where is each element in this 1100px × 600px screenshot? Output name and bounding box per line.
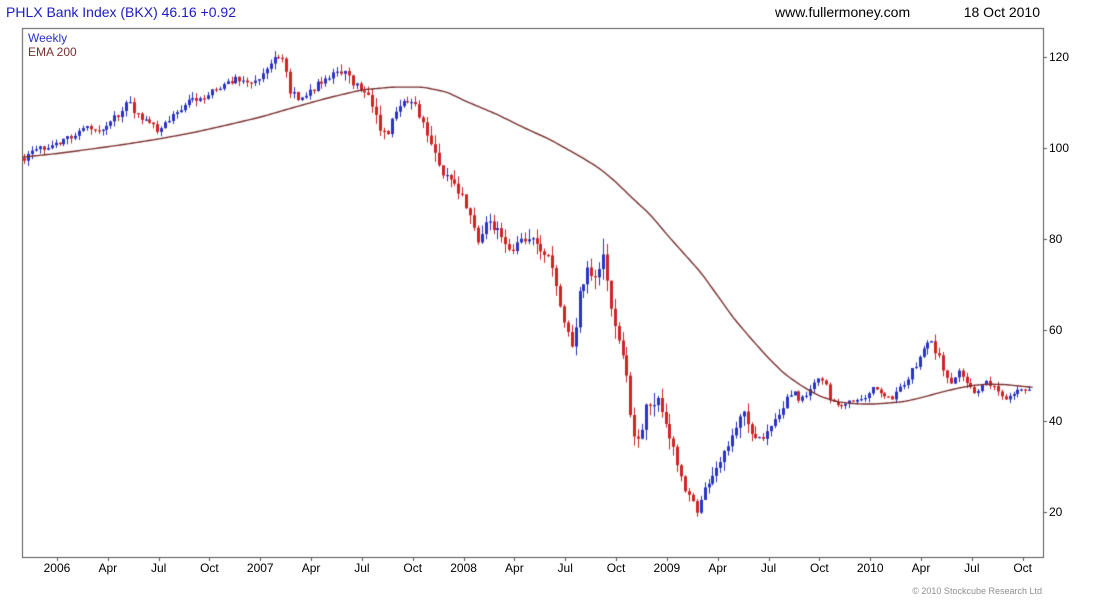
x-axis-tick-label: Apr (301, 561, 321, 575)
y-axis-tick-label: 80 (1049, 232, 1063, 247)
website-url: www.fullermoney.com (775, 4, 911, 20)
chart-date: 18 Oct 2010 (963, 4, 1040, 20)
x-axis-tick-label: Oct (810, 561, 829, 575)
x-axis-tick-label: 2008 (450, 561, 477, 575)
x-axis-tick-label: Oct (403, 561, 423, 575)
x-axis-tick-label: Apr (98, 561, 118, 575)
legend-interval-label: Weekly (28, 31, 68, 45)
x-axis-tick-label: 2009 (653, 561, 681, 575)
x-axis-tick-label: Jul (150, 561, 167, 575)
x-axis-tick-label: 2006 (43, 561, 71, 575)
x-axis-tick-label: Jul (354, 561, 370, 575)
x-axis-tick-label: Jul (964, 561, 980, 575)
x-axis-tick-label: Jul (557, 561, 573, 575)
x-axis-tick-label: 2010 (856, 561, 884, 575)
y-axis-tick-label: 120 (1049, 50, 1070, 65)
copyright-notice: © 2010 Stockcube Research Ltd (912, 586, 1042, 596)
x-axis-tick-label: Jul (760, 561, 777, 575)
x-axis-tick-label: Apr (911, 561, 931, 575)
y-axis-tick-label: 20 (1049, 504, 1063, 519)
y-axis-tick-label: 60 (1049, 323, 1063, 338)
x-axis-tick-label: Apr (708, 561, 728, 575)
x-axis-tick-label: Oct (606, 561, 626, 575)
x-axis-tick-label: Oct (200, 561, 219, 575)
legend-ema-label: EMA 200 (28, 45, 77, 59)
x-axis-tick-label: Oct (1013, 561, 1032, 575)
y-axis-tick-label: 100 (1049, 141, 1070, 156)
x-axis-tick-label: Apr (505, 561, 524, 575)
y-axis-tick-label: 40 (1049, 413, 1063, 428)
instrument-title: PHLX Bank Index (BKX) 46.16 +0.92 (6, 4, 236, 20)
x-axis-tick-label: 2007 (246, 561, 274, 575)
